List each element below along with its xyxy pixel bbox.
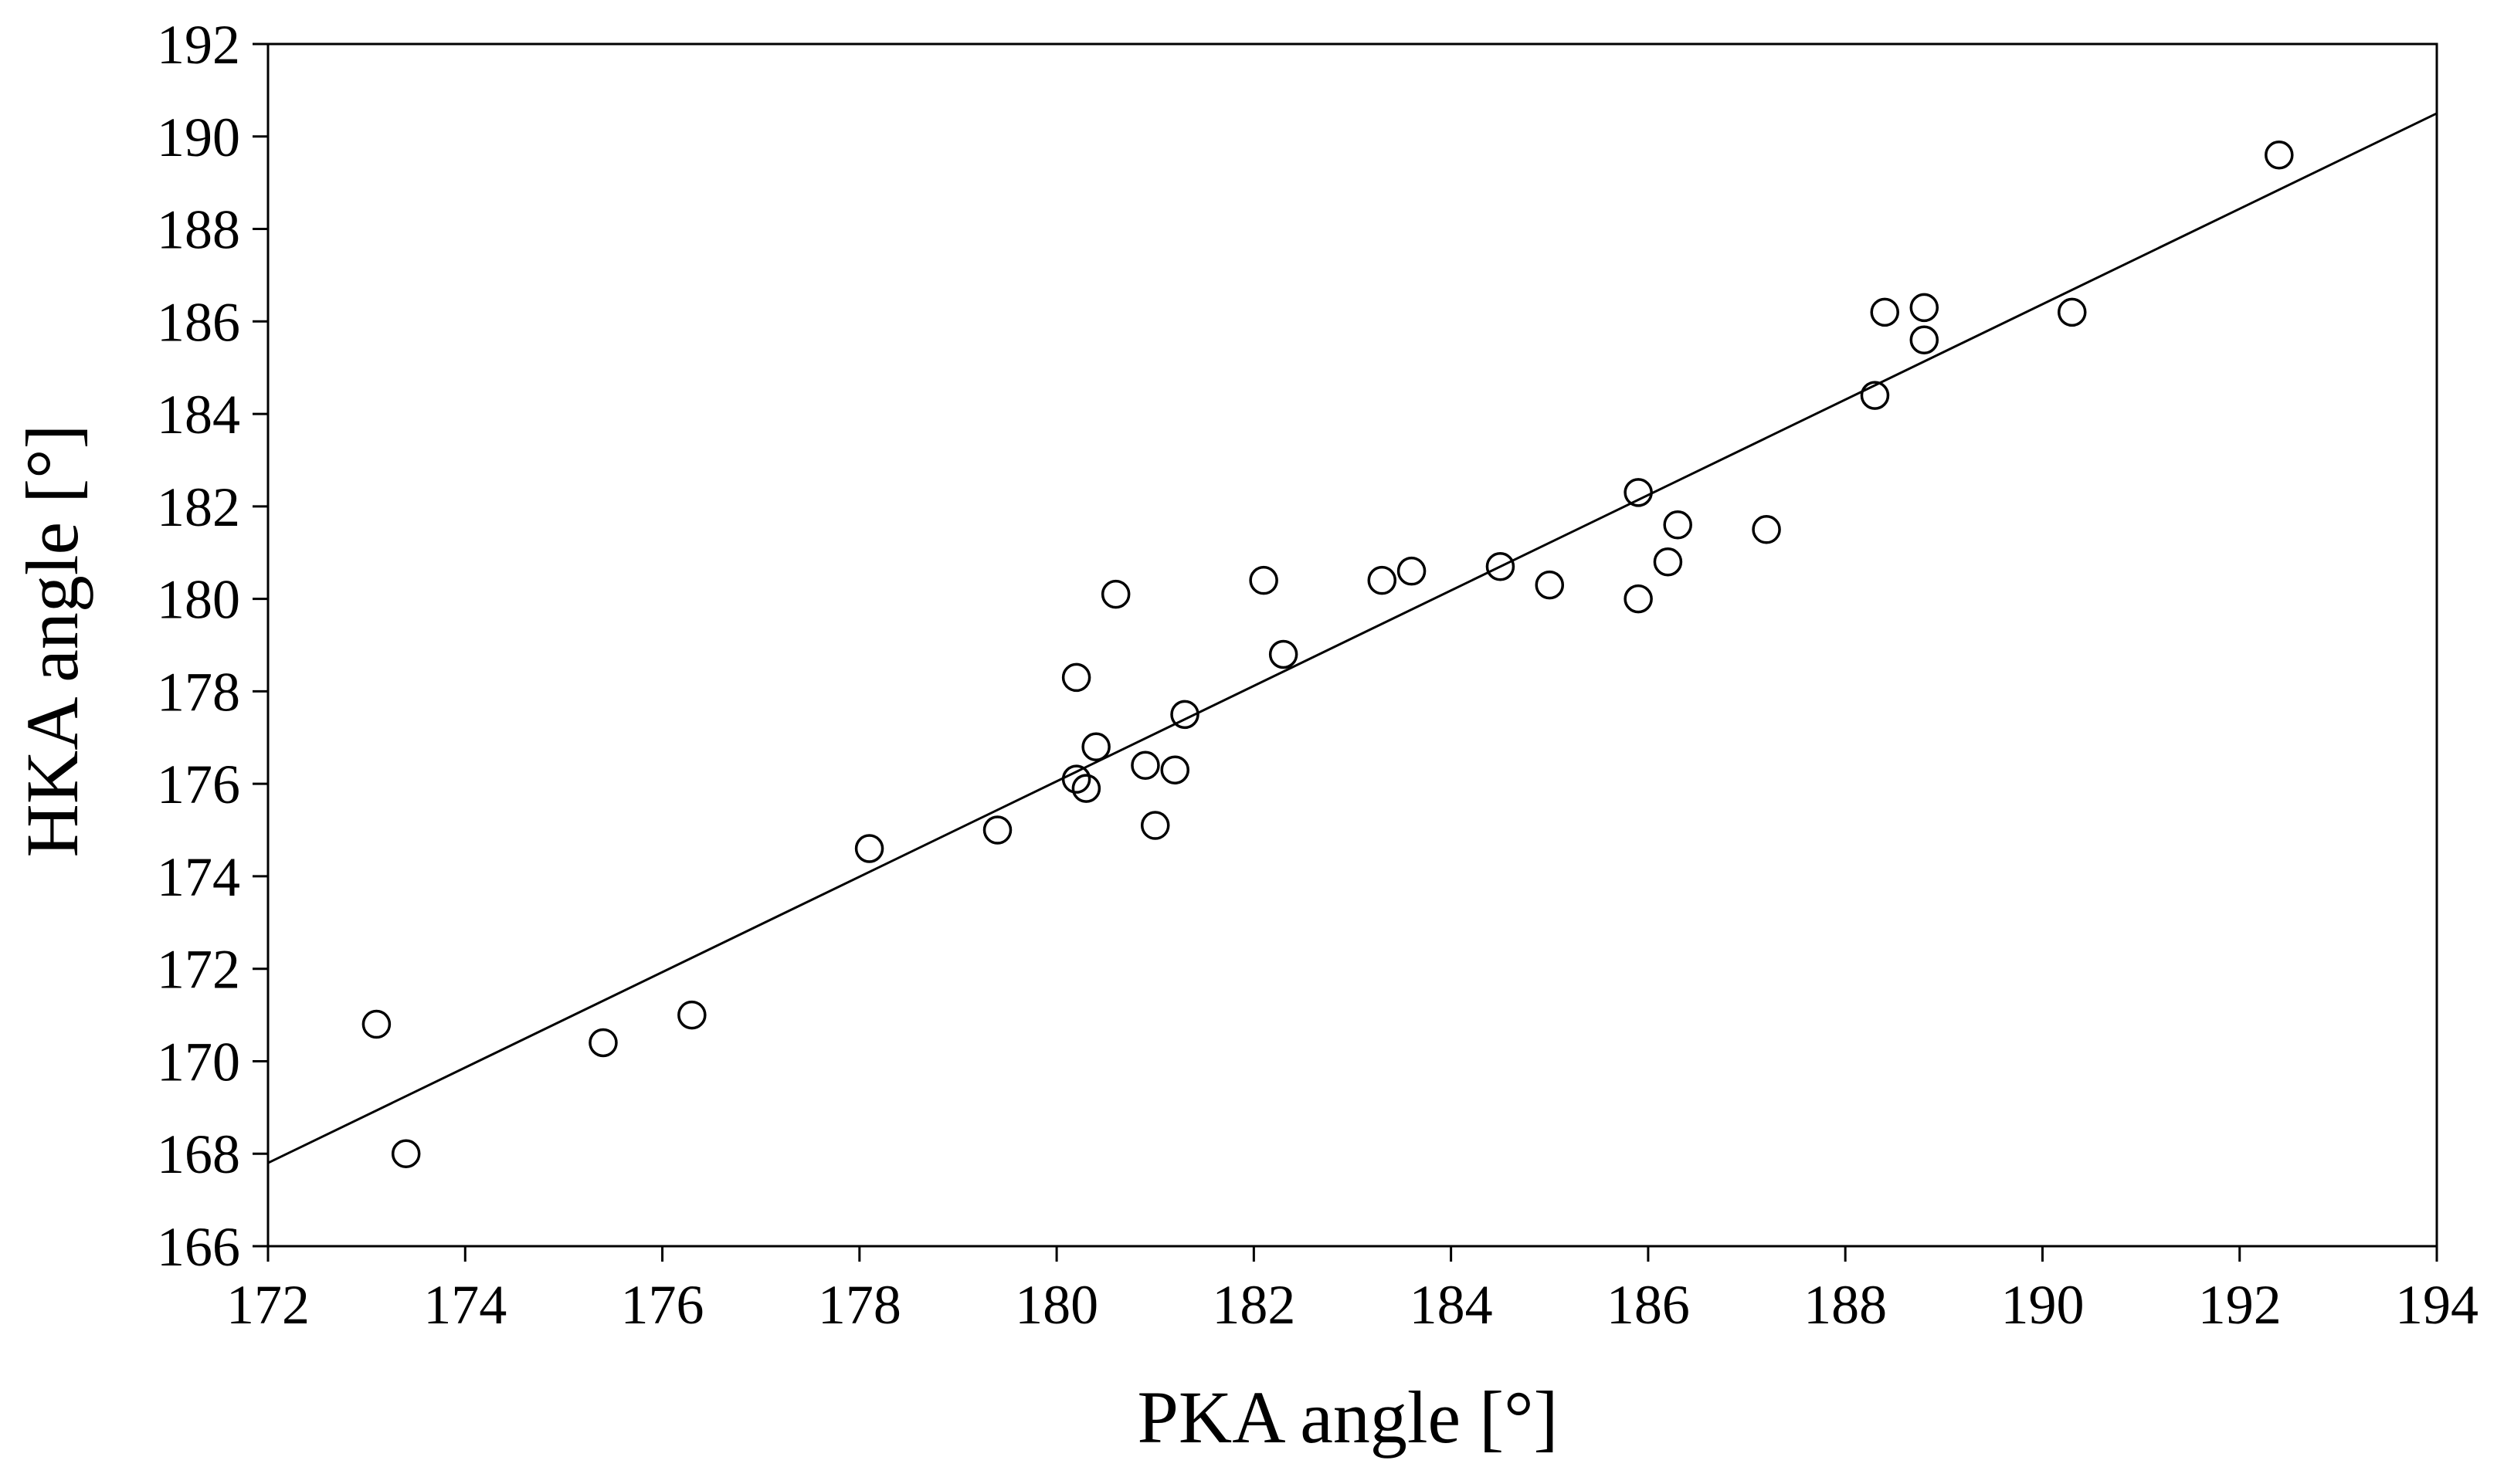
data-point bbox=[1909, 293, 1939, 323]
x-tick-label: 194 bbox=[2395, 1274, 2479, 1336]
plot-area bbox=[266, 42, 2438, 1248]
data-point bbox=[1160, 755, 1190, 784]
data-point bbox=[1624, 478, 1653, 507]
data-point bbox=[982, 815, 1013, 845]
data-point bbox=[854, 834, 884, 863]
regression-line bbox=[267, 112, 2438, 1164]
y-tick-label: 172 bbox=[157, 939, 240, 1001]
y-tick-label: 192 bbox=[157, 14, 240, 76]
y-axis-label: HKA angle [°] bbox=[11, 425, 93, 858]
y-axis-ticks: 166 168 170 172 174 176 178 180 182 184 186 188 190 1… bbox=[157, 14, 268, 1278]
data-point bbox=[2057, 297, 2087, 327]
plot-frame bbox=[266, 42, 2438, 1248]
y-tick-label: 166 bbox=[157, 1216, 240, 1278]
data-point bbox=[1101, 579, 1131, 609]
data-point bbox=[1081, 732, 1111, 761]
data-point bbox=[1860, 381, 1890, 410]
y-tick-label: 178 bbox=[157, 661, 240, 723]
x-axis-label: PKA angle [°] bbox=[1138, 1376, 1559, 1459]
data-point bbox=[1653, 547, 1683, 577]
y-tick-label: 188 bbox=[157, 199, 240, 261]
data-point bbox=[1170, 700, 1199, 730]
y-tick-label: 176 bbox=[157, 754, 240, 815]
y-tick-label: 184 bbox=[157, 384, 240, 446]
data-point bbox=[361, 1009, 392, 1039]
x-tick-label: 192 bbox=[2198, 1274, 2282, 1336]
data-point bbox=[1485, 551, 1515, 581]
x-tick-label: 180 bbox=[1015, 1274, 1098, 1336]
x-tick-label: 182 bbox=[1212, 1274, 1295, 1336]
data-point bbox=[1909, 325, 1939, 355]
data-point bbox=[1268, 639, 1298, 669]
x-tick-label: 176 bbox=[621, 1274, 704, 1336]
y-tick-label: 174 bbox=[157, 846, 240, 908]
data-point bbox=[1870, 297, 1899, 327]
data-point bbox=[391, 1139, 421, 1168]
y-tick-label: 170 bbox=[157, 1031, 240, 1093]
data-point bbox=[1061, 662, 1091, 693]
y-tick-label: 186 bbox=[157, 291, 240, 353]
x-tick-label: 186 bbox=[1607, 1274, 1690, 1336]
data-point bbox=[1131, 750, 1160, 780]
data-point bbox=[1396, 556, 1427, 586]
x-tick-label: 188 bbox=[1803, 1274, 1887, 1336]
data-point bbox=[1061, 764, 1091, 794]
data-point bbox=[589, 1028, 618, 1058]
x-tick-label: 172 bbox=[226, 1274, 310, 1336]
x-tick-label: 178 bbox=[818, 1274, 901, 1336]
data-point bbox=[1140, 811, 1170, 840]
data-point bbox=[1367, 565, 1397, 595]
x-tick-label: 190 bbox=[2000, 1274, 2084, 1336]
data-point bbox=[1624, 584, 1653, 614]
data-point bbox=[1249, 565, 1278, 595]
y-tick-label: 168 bbox=[157, 1123, 240, 1185]
x-tick-label: 184 bbox=[1410, 1274, 1493, 1336]
data-point bbox=[1752, 515, 1781, 544]
data-point bbox=[1071, 774, 1101, 803]
data-point bbox=[2265, 140, 2294, 170]
y-tick-label: 180 bbox=[157, 569, 240, 631]
data-point bbox=[1663, 510, 1692, 540]
data-point bbox=[677, 1000, 707, 1030]
y-tick-label: 182 bbox=[157, 476, 240, 538]
y-tick-label: 190 bbox=[157, 107, 240, 168]
x-axis-ticks: 172 174 176 178 180 182 184 186 188 190 192 194 bbox=[226, 1246, 2479, 1336]
x-tick-label: 174 bbox=[423, 1274, 507, 1336]
data-point bbox=[1535, 570, 1565, 600]
